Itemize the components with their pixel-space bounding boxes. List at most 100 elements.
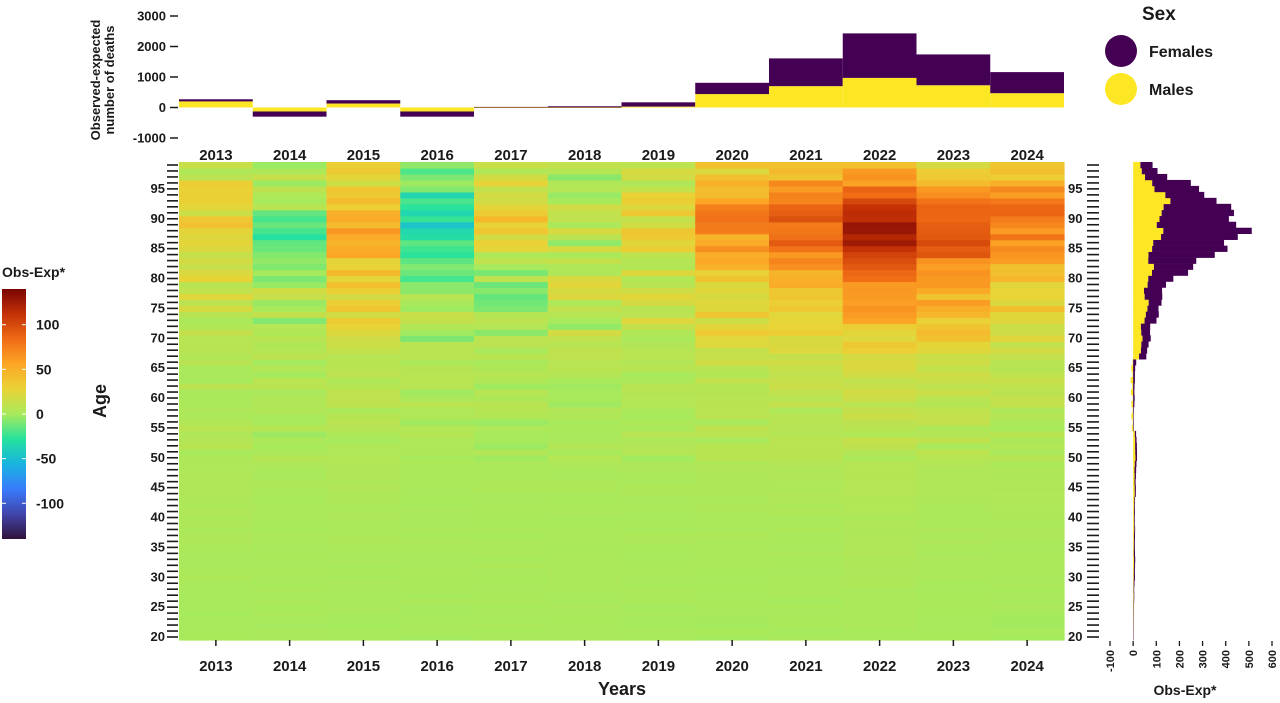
heatmap-cell [916, 293, 991, 301]
heatmap-cell [252, 359, 328, 366]
right-bar-females [1163, 227, 1252, 234]
heatmap-cell [474, 442, 549, 450]
right-y-tick-label: 55 [1068, 420, 1082, 435]
heatmap-cell [769, 353, 844, 360]
heatmap-cell [842, 275, 918, 283]
heatmap-cell [326, 251, 401, 259]
heatmap-cell [769, 233, 844, 241]
heatmap-cell [400, 185, 475, 193]
heatmap-cell [916, 454, 991, 462]
heatmap-cell [842, 448, 918, 456]
heatmap-cell [990, 532, 1065, 540]
right-bar-females [1133, 371, 1135, 378]
right-bar-females [1133, 574, 1135, 581]
heatmap-cell [990, 634, 1065, 641]
heatmap-cell [252, 353, 328, 360]
top-bar-males [916, 85, 991, 108]
heatmap-cell [474, 287, 549, 295]
heatmap-cell [179, 377, 254, 384]
heatmap-cell [252, 574, 328, 581]
heatmap-cell [474, 299, 549, 306]
heatmap-cell [179, 287, 254, 295]
heatmap-cell [990, 263, 1065, 271]
heatmap-cell [621, 550, 696, 557]
heatmap-cell [400, 233, 475, 241]
heatmap-cell [621, 353, 696, 360]
right-bar-females [1134, 520, 1135, 527]
heatmap-cell [621, 406, 696, 414]
heatmap-cell [916, 484, 991, 492]
heatmap-cell [252, 293, 328, 301]
heatmap-cell [179, 275, 254, 283]
top-y-tick-label: 3000 [137, 9, 166, 24]
heatmap-cell [916, 466, 991, 474]
heatmap-cell [400, 502, 475, 510]
heatmap-cell [179, 245, 254, 253]
right-bar-males [1133, 538, 1134, 545]
top-x-tick-label: 2017 [494, 147, 527, 164]
heatmap-cell [252, 221, 328, 229]
heatmap-cell [547, 293, 623, 301]
heatmap-cell [400, 634, 475, 641]
heatmap-cell [547, 221, 623, 229]
heatmap-cell [400, 424, 475, 432]
heatmap-cell [474, 610, 549, 617]
heatmap-cell [326, 454, 401, 462]
heatmap-cell [842, 203, 918, 211]
heatmap-cell [990, 472, 1065, 480]
heatmap-cell [326, 580, 401, 587]
right-y-tick-label: 70 [1068, 330, 1082, 345]
heatmap-cell [179, 335, 254, 342]
heatmap-cell [842, 209, 918, 217]
heatmap-cell [695, 377, 770, 384]
heatmap-cell [990, 490, 1065, 498]
heatmap-cell [400, 323, 475, 330]
heatmap-cell [990, 191, 1065, 199]
heatmap-cell [179, 293, 254, 301]
heatmap-cell [179, 502, 254, 510]
heatmap-cell [474, 526, 549, 534]
heatmap-cell [179, 610, 254, 617]
top-y-axis-title-line: Observed-expected [88, 20, 103, 141]
top-bar-females [842, 33, 917, 78]
heatmap-cell [916, 365, 991, 372]
heatmap-cell [474, 634, 549, 641]
right-y-tick-label: 30 [1068, 569, 1082, 584]
heatmap-cell [769, 436, 844, 444]
heatmap-cell [990, 604, 1065, 611]
heatmap-cell [547, 616, 623, 623]
heatmap-x-tick-label: 2017 [494, 658, 527, 675]
right-y-tick-label: 85 [1068, 241, 1082, 256]
heatmap-cell [990, 586, 1065, 593]
heatmap-cell [842, 472, 918, 480]
top-bar-males [547, 107, 622, 108]
heatmap-cell [769, 329, 844, 336]
heatmap-cell [252, 616, 328, 623]
heatmap-cell [474, 478, 549, 486]
right-y-tick-label: 20 [1068, 629, 1082, 644]
heatmap-cell [474, 580, 549, 587]
heatmap-cell [326, 520, 401, 528]
heatmap-cell [252, 335, 328, 342]
top-x-tick-label: 2024 [1010, 147, 1044, 164]
heatmap-cell [695, 520, 770, 528]
heatmap-cell [769, 395, 844, 402]
heatmap-cell [695, 389, 770, 396]
heatmap-cell [179, 203, 254, 211]
heatmap-cell [179, 586, 254, 593]
heatmap-cell [842, 365, 918, 372]
colorbar-tick-label: -50 [36, 451, 56, 467]
top-y-tick-label: 2000 [137, 39, 166, 54]
heatmap-cell [326, 203, 401, 211]
heatmap-cell [179, 466, 254, 474]
heatmap-cell [990, 347, 1065, 354]
right-bar-males [1133, 323, 1141, 330]
right-bar-females [1133, 580, 1135, 587]
colorbar-tick-label: 100 [36, 317, 60, 333]
heatmap-cell [990, 251, 1065, 259]
heatmap-cell [769, 221, 844, 229]
heatmap-cell [474, 514, 549, 522]
heatmap-cell [179, 616, 254, 623]
heatmap-cell [547, 239, 623, 247]
